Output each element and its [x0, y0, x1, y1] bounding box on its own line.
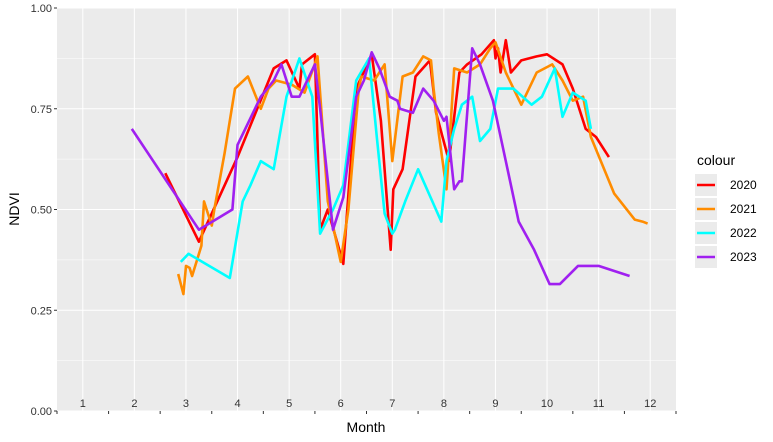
- x-tick-label: 10: [541, 398, 553, 410]
- axes: 0.000.250.500.751.001 2 3 4 5 6 7 8 9 10 11 12: [31, 3, 677, 418]
- legend-label-2023: 2023: [730, 250, 757, 264]
- series-line-2022: [179, 57, 593, 280]
- y-tick-label: 0.00: [31, 406, 52, 418]
- x-tick-label: 8: [441, 398, 447, 410]
- series-line-2021: [176, 40, 649, 296]
- x-tick-label: 12: [644, 398, 656, 410]
- x-tick-label: 5: [286, 398, 292, 410]
- y-tick-label: 0.25: [31, 305, 52, 317]
- y-axis-title: NDVI: [6, 192, 22, 225]
- x-tick-label: 6: [338, 398, 344, 410]
- legend: colour 2020 2021 2022 2023: [695, 152, 757, 268]
- legend-title: colour: [697, 152, 735, 168]
- series-lines: [130, 38, 649, 296]
- y-tick-label: 0.50: [31, 205, 52, 217]
- x-tick-label: 1: [80, 398, 86, 410]
- x-tick-label: 3: [183, 398, 189, 410]
- x-tick-label: 2: [131, 398, 137, 410]
- y-tick-label: 0.75: [31, 104, 52, 116]
- x-tick-label: 7: [389, 398, 395, 410]
- legend-label-2021: 2021: [730, 202, 757, 216]
- x-tick-label: 4: [234, 398, 240, 410]
- series-line-2023: [130, 46, 631, 286]
- legend-label-2022: 2022: [730, 226, 757, 240]
- y-tick-label: 1.00: [31, 3, 52, 15]
- x-axis-title: Month: [347, 419, 386, 435]
- legend-label-2020: 2020: [730, 178, 757, 192]
- x-tick-label: 11: [593, 398, 604, 410]
- x-tick-label: 9: [492, 398, 498, 410]
